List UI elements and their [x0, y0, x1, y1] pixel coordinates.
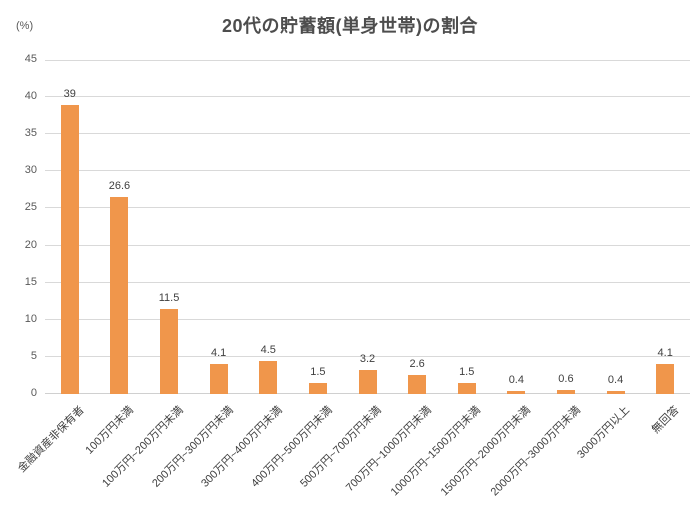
- x-category-label-10: 2000万円~3000万円未満: [488, 404, 583, 499]
- x-category-label-9: 1500万円~2000万円未満: [438, 404, 533, 499]
- y-tick-label-30: 30: [24, 164, 37, 177]
- plot-area: 39 26.6 11.5 4.1 4.5 1.5 3.2 2.6 1.5 0.4 0.6 0.4 4.1: [45, 60, 690, 394]
- y-tick-label-40: 40: [24, 90, 37, 103]
- bar-value-label-1: 26.6: [108, 179, 131, 192]
- x-category-label-0: 金融資産非保有者: [15, 404, 87, 475]
- bar-5: [308, 382, 327, 394]
- gridline-y-45: [45, 60, 690, 61]
- bar-2: [160, 308, 179, 394]
- chart-title: 20代の貯蓄額(単身世帯)の割合: [221, 16, 478, 36]
- bar-value-label-8: 1.5: [459, 365, 475, 378]
- bar-value-label-3: 4.1: [210, 346, 227, 359]
- gridline-y-10: [45, 318, 690, 320]
- bar-12: [656, 363, 675, 394]
- bar-value-label-5: 1.5: [310, 365, 326, 378]
- x-category-label-8: 1000万円~1500万円未満: [389, 404, 484, 499]
- x-axis-category-labels: 金融資産非保有者 100万円未満 100万円~200万円未満 200万円~300万円未…: [16, 394, 690, 519]
- bar-9: [507, 391, 526, 394]
- gridline-y-30: [45, 170, 690, 172]
- bar-value-label-7: 2.6: [409, 357, 425, 370]
- y-tick-label-15: 15: [24, 275, 37, 288]
- gridline-y-25: [45, 207, 690, 209]
- bar-value-label-10: 0.6: [558, 372, 574, 385]
- bar-value-label-0: 39: [63, 87, 76, 100]
- bar-value-label-6: 3.2: [359, 353, 376, 366]
- y-tick-label-35: 35: [24, 127, 37, 140]
- y-tick-label-20: 20: [24, 238, 37, 251]
- gridline-y-20: [45, 244, 690, 246]
- gridline-y-15: [45, 281, 690, 283]
- gridline-y-40: [45, 96, 690, 98]
- bar-value-label-12: 4.1: [657, 346, 673, 359]
- bar-1: [110, 196, 129, 394]
- bar-8: [457, 382, 476, 394]
- y-tick-label-25: 25: [24, 201, 37, 214]
- gridline-y-5: [45, 355, 690, 357]
- bar-7: [408, 374, 427, 394]
- bar-value-label-4: 4.5: [260, 343, 276, 356]
- bar-value-label-2: 11.5: [158, 291, 180, 304]
- y-tick-label-0: 0: [30, 387, 37, 399]
- bar-4: [259, 360, 278, 394]
- gridline-y-35: [45, 133, 690, 135]
- bar-10: [556, 389, 575, 394]
- x-category-label-7: 700万円~1000万円未満: [343, 404, 434, 495]
- y-tick-label-5: 5: [30, 349, 37, 362]
- y-axis-unit-label: (%): [16, 20, 34, 32]
- bar-3: [209, 363, 228, 394]
- bar-value-label-11: 0.4: [607, 374, 624, 387]
- bar-6: [358, 370, 377, 394]
- bar-value-label-9: 0.4: [508, 374, 524, 387]
- y-tick-label-45: 45: [24, 53, 37, 65]
- y-axis-tick-labels: 0 5 10 15 20 25 30 35 40 45: [0, 53, 37, 399]
- bar-0: [60, 104, 79, 394]
- bar-11: [606, 391, 625, 394]
- x-category-label-12: 無回答: [649, 404, 682, 436]
- y-tick-label-10: 10: [24, 312, 37, 325]
